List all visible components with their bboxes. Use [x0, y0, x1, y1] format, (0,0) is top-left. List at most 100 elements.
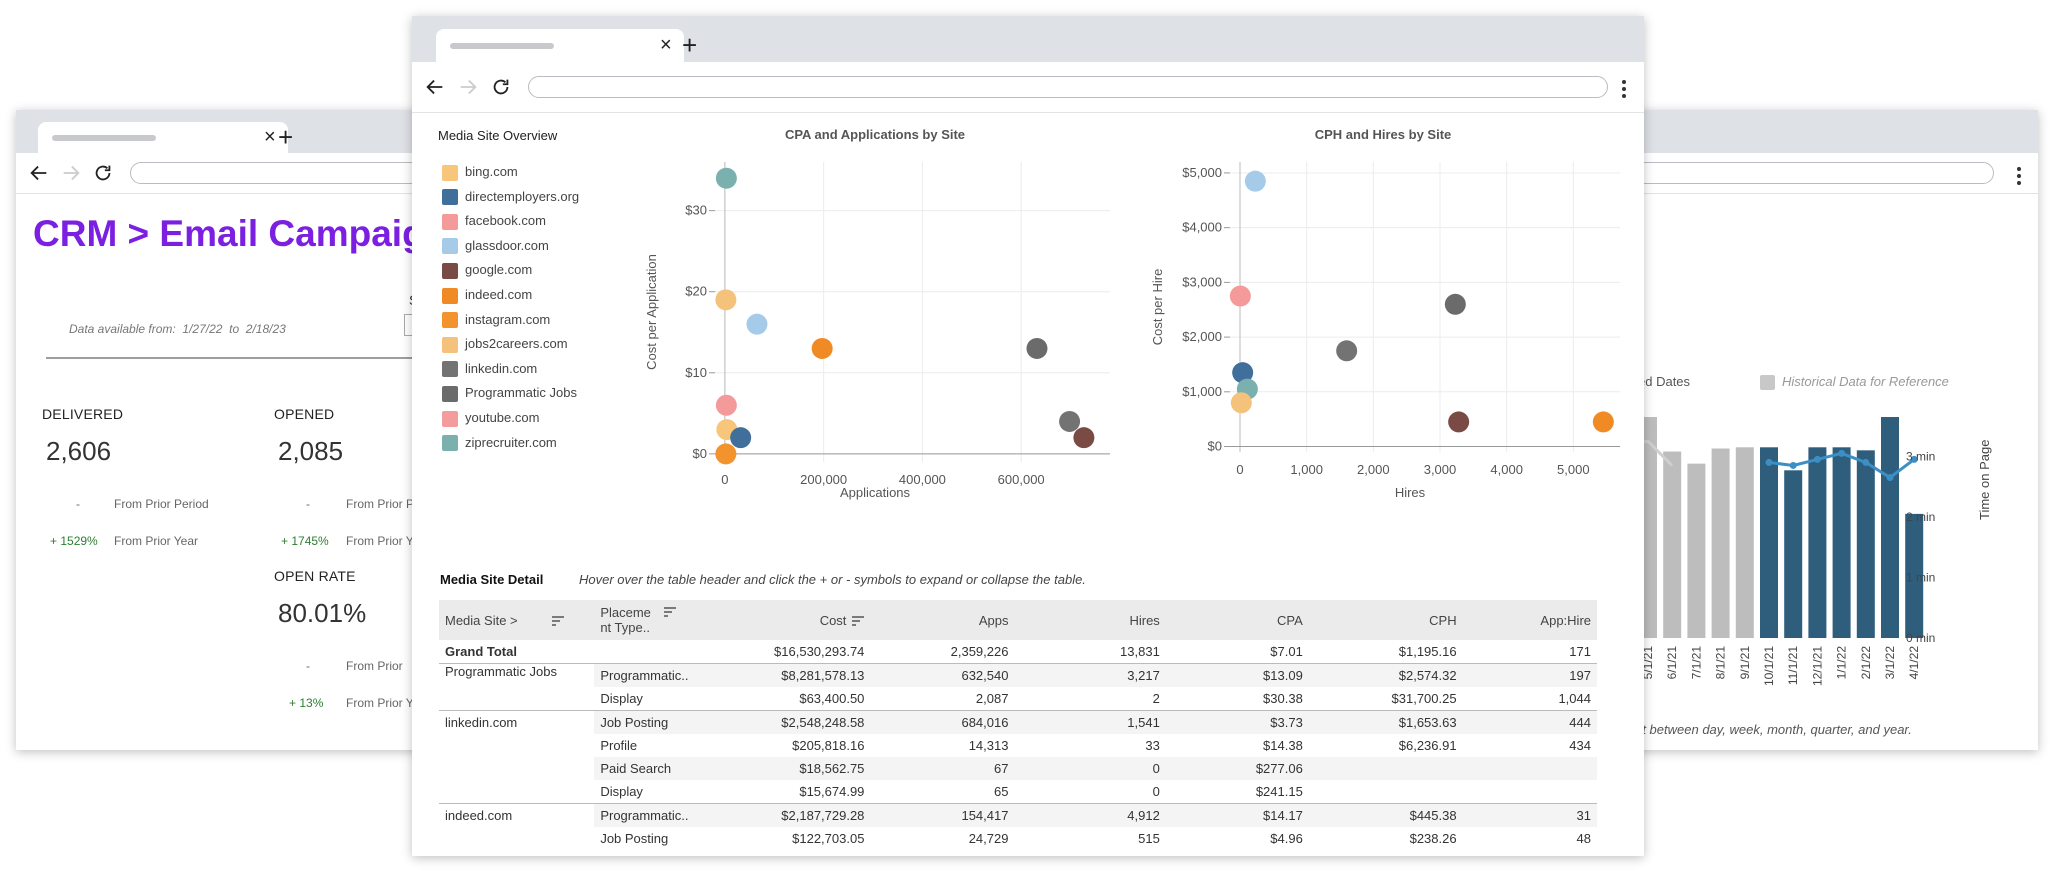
scatter-point[interactable] [715, 167, 737, 189]
bar[interactable] [1711, 448, 1730, 638]
line-point[interactable] [1838, 449, 1846, 457]
legend-item[interactable]: Programmatic Jobs [442, 385, 577, 405]
nav-bar [412, 62, 1644, 113]
table-row: indeed.com Programmatic.. $2,187,729.28 … [439, 803, 1597, 827]
legend-item[interactable]: glassdoor.com [442, 238, 549, 258]
browser-tab[interactable]: × [38, 122, 288, 153]
header-cpa[interactable]: CPA [1165, 600, 1309, 640]
bar[interactable] [1808, 447, 1827, 638]
scatter-point[interactable] [1232, 362, 1254, 384]
cell-type: Profile [600, 738, 638, 753]
address-bar[interactable] [130, 162, 446, 184]
table-row: Paid Search $18,562.75 67 0 $277.06 [439, 757, 1597, 780]
forward-arrow-icon[interactable] [60, 162, 82, 184]
bar[interactable] [1881, 417, 1899, 638]
cell-cost: $2,548,248.58 [750, 710, 871, 734]
header-hires[interactable]: Hires [1014, 600, 1166, 640]
legend-item[interactable]: ziprecruiter.com [442, 435, 557, 455]
legend-item[interactable]: google.com [442, 262, 532, 282]
cell-cost: $2,187,729.28 [750, 803, 871, 827]
bar[interactable] [1735, 447, 1754, 638]
line-point[interactable] [1862, 458, 1870, 466]
reload-icon[interactable] [92, 162, 114, 184]
legend-item[interactable]: jobs2careers.com [442, 336, 568, 356]
scatter-point[interactable] [1073, 427, 1095, 449]
menu-icon[interactable] [1622, 80, 1628, 101]
scatter-point[interactable] [715, 289, 737, 311]
new-tab-icon[interactable]: + [278, 122, 294, 152]
sort-icon[interactable] [551, 616, 564, 626]
right-axis-title: Time on Page [1977, 439, 1992, 520]
cell-site[interactable]: indeed.com [439, 803, 595, 827]
legend-item[interactable]: youtube.com [442, 410, 539, 430]
scatter-point[interactable] [1244, 170, 1266, 192]
x-axis-label: Applications [840, 485, 911, 500]
scatter-point[interactable] [715, 394, 737, 416]
bar[interactable] [1905, 513, 1924, 638]
legend-item[interactable]: linkedin.com [442, 361, 537, 381]
line-point[interactable] [1789, 461, 1797, 469]
sort-icon[interactable] [852, 616, 865, 626]
back-arrow-icon[interactable] [28, 162, 50, 184]
legend-item[interactable]: instagram.com [442, 312, 550, 332]
scatter-point[interactable] [1059, 410, 1081, 432]
x-tick-label: 5,000 [1557, 462, 1590, 477]
scatter-point[interactable] [1448, 411, 1470, 433]
y-tick-label: $1,000 [1182, 384, 1222, 399]
bar[interactable] [1784, 470, 1803, 638]
cell-type: Programmatic.. [594, 663, 751, 687]
scatter-point[interactable] [811, 337, 833, 359]
line-point[interactable] [1886, 474, 1894, 482]
browser-tab[interactable]: × [436, 29, 684, 62]
header-apps[interactable]: Apps [870, 600, 1015, 640]
new-tab-icon[interactable]: + [682, 30, 698, 60]
bar[interactable] [1687, 463, 1706, 638]
back-arrow-icon[interactable] [424, 76, 446, 98]
legend-item[interactable]: facebook.com [442, 213, 546, 233]
cell-site[interactable]: linkedin.com [439, 710, 595, 734]
forward-arrow-icon[interactable] [457, 76, 479, 98]
header-media-site[interactable]: Media Site > [439, 600, 595, 640]
line-point[interactable] [1765, 458, 1773, 466]
scatter-point[interactable] [1229, 285, 1251, 307]
scatter-point[interactable] [715, 443, 737, 465]
line-point[interactable] [1813, 455, 1821, 463]
header-app-hire[interactable]: App:Hire [1462, 600, 1597, 640]
right-tick-label: 3 min [1906, 449, 1935, 463]
header-placement-type[interactable]: Placeme nt Type.. [594, 600, 751, 640]
reload-icon[interactable] [490, 76, 512, 98]
scatter-point[interactable] [1592, 411, 1614, 433]
line-point[interactable] [1910, 455, 1918, 463]
scatter-point[interactable] [1026, 337, 1048, 359]
scatter-point[interactable] [1336, 340, 1358, 362]
cell-cpa: $14.17 [1165, 803, 1309, 827]
close-tab-icon[interactable]: × [660, 34, 672, 56]
legend-item[interactable]: indeed.com [442, 287, 532, 307]
right-tick-label: 1 min [1906, 570, 1935, 584]
cell-site[interactable]: Grand Total [439, 640, 595, 664]
x-tick-label: 200,000 [800, 472, 847, 487]
bar[interactable] [1832, 447, 1851, 638]
address-bar[interactable] [1610, 162, 1994, 184]
close-tab-icon[interactable]: × [264, 126, 276, 148]
cell-site [439, 687, 594, 711]
bar[interactable] [1663, 451, 1682, 638]
cell-site[interactable]: Programmatic Jobs [439, 663, 595, 687]
header-cph[interactable]: CPH [1308, 600, 1463, 640]
scatter-point[interactable] [1444, 293, 1466, 315]
y-tick-label: $0 [693, 446, 707, 461]
scatter-point[interactable] [730, 427, 752, 449]
bar[interactable] [1760, 447, 1778, 638]
bar[interactable] [1856, 450, 1875, 638]
header-cost[interactable]: Cost [750, 600, 871, 640]
sort-icon[interactable] [664, 607, 677, 617]
menu-icon[interactable] [2017, 167, 2023, 188]
cell-hires: 4,912 [1014, 803, 1166, 827]
scatter-point[interactable] [746, 313, 768, 335]
legend-item[interactable]: directemployers.org [442, 189, 579, 209]
scatter-point[interactable] [1230, 392, 1252, 414]
legend-item[interactable]: bing.com [442, 164, 518, 184]
metric-label: OPEN RATE [274, 568, 356, 584]
address-bar[interactable] [528, 76, 1608, 98]
cell-cph: $445.38 [1308, 803, 1463, 827]
